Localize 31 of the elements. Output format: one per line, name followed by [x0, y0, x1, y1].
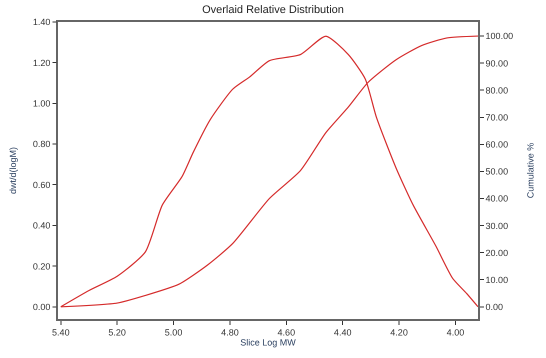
y-tick-label: 1.00: [32, 98, 50, 109]
y2-tick-label: 60.00: [486, 140, 508, 150]
y-tick-label: 0.00: [32, 302, 50, 312]
y2-tick-label: 30.00: [486, 220, 508, 231]
x-tick-label: 4.20: [390, 328, 408, 338]
chart-title: Overlaid Relative Distribution: [202, 4, 344, 16]
x-tick-label: 4.60: [278, 328, 296, 338]
y-tick-label: 0.20: [32, 261, 50, 272]
y-tick-label: 0.40: [32, 220, 50, 231]
y2-tick-label: 70.00: [486, 112, 508, 122]
y-axis-title: dwt/d(logM): [8, 146, 18, 194]
x-tick-label: 4.40: [334, 328, 352, 338]
y2-tick-label: 50.00: [486, 166, 508, 177]
y2-tick-label: 10.00: [486, 274, 508, 285]
y-tick-label: 1.40: [32, 17, 50, 28]
x-tick-label: 5.20: [108, 328, 126, 338]
y2-tick-label: 100.00: [486, 31, 514, 42]
y2-tick-label: 40.00: [486, 194, 508, 204]
x-tick-label: 5.00: [164, 328, 182, 338]
x-tick-label: 4.80: [221, 328, 239, 338]
y-tick-label: 0.60: [32, 180, 50, 190]
y-tick-label: 0.80: [32, 139, 50, 150]
y2-axis-title: Cumulative %: [525, 142, 536, 198]
x-tick-label: 5.40: [52, 328, 70, 338]
x-tick-label: 4.00: [446, 328, 464, 338]
y2-tick-label: 0.00: [486, 302, 504, 312]
y2-tick-label: 20.00: [486, 248, 508, 258]
y2-tick-label: 90.00: [486, 58, 508, 68]
y2-tick-label: 80.00: [486, 85, 508, 96]
y-tick-label: 1.20: [32, 58, 50, 68]
x-axis-title: Slice Log MW: [240, 338, 296, 348]
